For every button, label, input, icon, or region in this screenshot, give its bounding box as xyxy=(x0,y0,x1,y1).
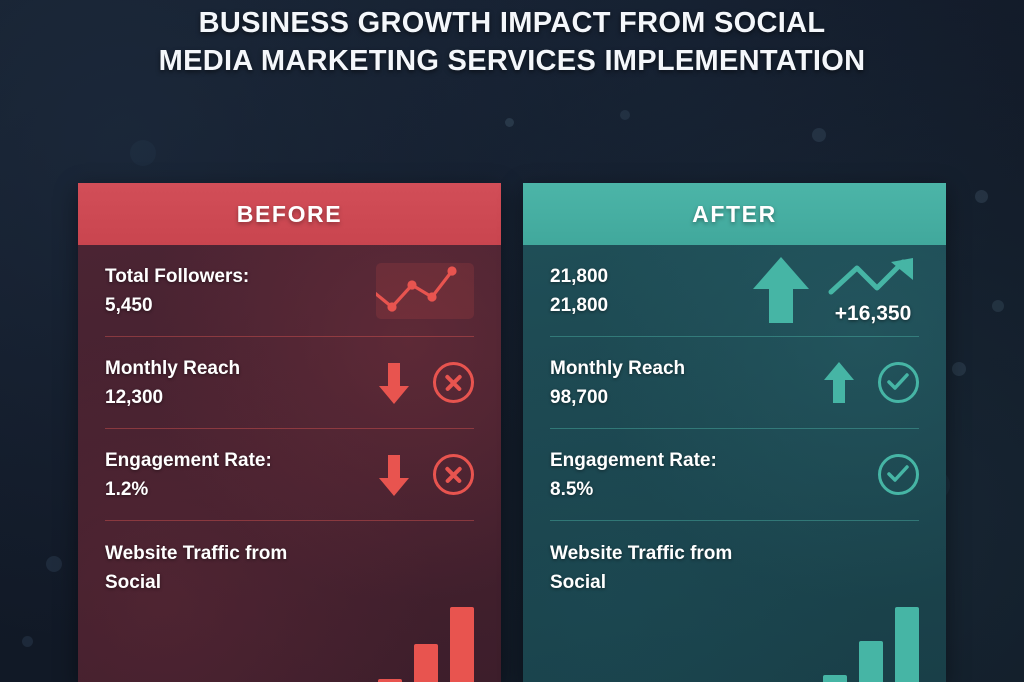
metric-label: Monthly Reach 12,300 xyxy=(105,357,241,408)
after-panel-header: AFTER xyxy=(523,183,946,245)
before-panel-header: BEFORE xyxy=(78,183,501,245)
arrow-up-icon xyxy=(824,361,854,403)
page-title: BUSINESS GROWTH IMPACT FROM SOCIAL MEDIA… xyxy=(0,4,1024,80)
x-circle-icon xyxy=(433,454,474,495)
row-divider xyxy=(550,428,919,429)
title-line-2: MEDIA MARKETING SERVICES IMPLEMENTATION xyxy=(158,45,866,77)
metric-label: Website Traffic from Social xyxy=(105,543,288,593)
x-circle-icon xyxy=(433,362,474,403)
row-divider xyxy=(550,520,919,521)
bar-chart-icon xyxy=(787,607,919,682)
line-chart-icon xyxy=(368,262,474,319)
title-line-1: BUSINESS GROWTH IMPACT FROM SOCIAL xyxy=(198,7,826,39)
after-panel: AFTER 21,800 21,800 +16,350 xyxy=(523,183,946,682)
metric-row-engagement-rate: Engagement Rate: 8.5% xyxy=(550,429,919,520)
metric-label: 21,800 21,800 xyxy=(550,265,609,316)
bokeh-dot xyxy=(812,128,826,142)
delta-value: +16,350 xyxy=(834,301,912,325)
arrow-down-icon xyxy=(379,454,409,496)
metric-label: Total Followers: 5,450 xyxy=(105,265,250,316)
metric-icons xyxy=(368,262,474,319)
row-divider xyxy=(105,520,474,521)
bokeh-dot xyxy=(505,118,514,127)
metric-row-website-traffic: Website Traffic from Social xyxy=(105,521,474,682)
bokeh-dot xyxy=(975,190,988,203)
bokeh-dot xyxy=(22,636,33,647)
metric-row-monthly-reach: Monthly Reach 98,700 xyxy=(550,337,919,428)
metric-row-total-followers: Total Followers: 5,450 xyxy=(105,245,474,336)
metric-label: Website Traffic from Social xyxy=(550,543,733,593)
bokeh-dot xyxy=(46,556,62,572)
row-divider xyxy=(550,336,919,337)
metric-icons xyxy=(379,454,474,496)
before-panel: BEFORE Total Followers: 5,450 xyxy=(78,183,501,682)
bokeh-dot xyxy=(620,110,630,120)
row-divider xyxy=(105,428,474,429)
bokeh-dot xyxy=(992,300,1004,312)
arrow-down-icon xyxy=(379,362,409,404)
metric-row-total-followers: 21,800 21,800 +16,350 xyxy=(550,245,919,336)
metric-label: Engagement Rate: 8.5% xyxy=(550,449,717,500)
arrow-up-large-icon xyxy=(753,256,809,323)
row-divider xyxy=(105,336,474,337)
trend-up-icon xyxy=(828,257,913,294)
trend-up-group: +16,350 xyxy=(827,256,919,326)
bokeh-dot xyxy=(952,362,966,376)
check-circle-icon xyxy=(878,454,919,495)
metric-label: Monthly Reach 98,700 xyxy=(550,357,686,408)
metric-icons: +16,350 xyxy=(753,256,919,326)
metric-row-engagement-rate: Engagement Rate: 1.2% xyxy=(105,429,474,520)
check-circle-icon xyxy=(878,362,919,403)
metric-label: Engagement Rate: 1.2% xyxy=(105,449,272,500)
after-panel-body: 21,800 21,800 +16,350 Month xyxy=(523,245,946,682)
metric-icons xyxy=(824,361,919,403)
metric-row-website-traffic: Website Traffic from Social xyxy=(550,521,919,682)
metric-icons xyxy=(379,362,474,404)
metric-row-monthly-reach: Monthly Reach 12,300 xyxy=(105,337,474,428)
bar-chart-icon xyxy=(342,607,474,682)
metric-icons xyxy=(878,454,919,495)
bokeh-dot xyxy=(130,140,156,166)
before-panel-body: Total Followers: 5,450 Monthl xyxy=(78,245,501,682)
